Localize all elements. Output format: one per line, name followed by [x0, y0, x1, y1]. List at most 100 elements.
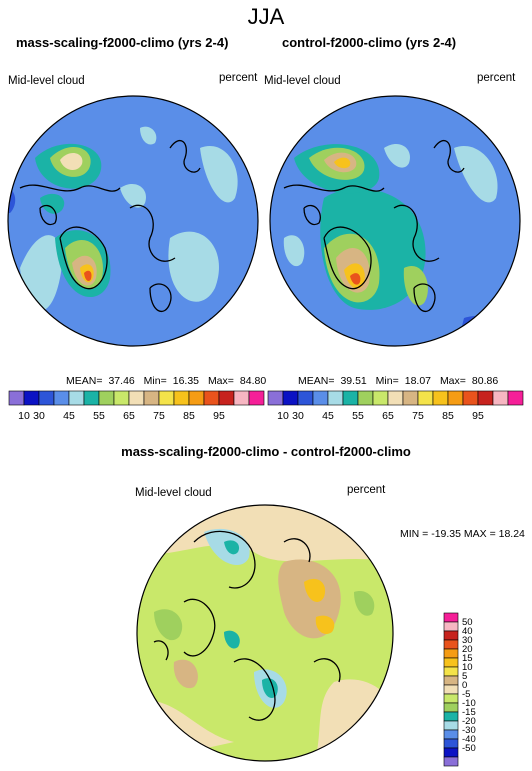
panel1-colorbar-swatch — [83, 390, 100, 406]
panel2-colorbar-swatch — [327, 390, 344, 406]
panel1-colorbar-swatch — [233, 390, 250, 406]
panel2-colorbar-swatch — [432, 390, 449, 406]
panel1-variable: Mid-level cloud — [8, 75, 85, 87]
panel1-units: percent — [219, 72, 258, 84]
panel1-colorbar-tick-label: 55 — [93, 410, 105, 422]
panel1-stats: MEAN= 37.46 Min= 16.35 Max= 84.80 — [66, 375, 272, 387]
panel2-colorbar-swatch — [417, 390, 434, 406]
panel2-colorbar-tick-label: 65 — [382, 410, 394, 422]
panel2-colorbar-swatch — [267, 390, 284, 406]
panel2-colorbar-tick-label: 10 — [277, 410, 289, 422]
diff-colorbar-tick-label: 40 — [462, 626, 473, 637]
panel2-colorbar-swatch — [492, 390, 509, 406]
panel2-mean: 39.51 — [340, 375, 367, 387]
diff-colorbar-tick-label: 10 — [462, 662, 473, 673]
panel2-colorbar-tick-label: 85 — [442, 410, 454, 422]
panel1-colorbar-swatch — [203, 390, 220, 406]
diff-colorbar-swatch — [443, 657, 459, 668]
panel1-colorbar-swatch — [38, 390, 55, 406]
panel2-title: control-f2000-climo (yrs 2-4) — [282, 35, 457, 50]
panel2-min: 18.07 — [404, 375, 432, 387]
diff-colorbar-tick-label: -20 — [462, 716, 476, 727]
panel2-colorbar-swatch — [507, 390, 524, 406]
panel2-variable: Mid-level cloud — [264, 75, 341, 87]
panel2-colorbar-tick-label: 95 — [472, 410, 484, 422]
panel2-colorbar-swatch — [402, 390, 419, 406]
panel1-title: mass-scaling-f2000-climo (yrs 2-4) — [16, 35, 229, 50]
diff-colorbar-swatch — [443, 648, 459, 659]
panel2-colorbar-swatch — [312, 390, 329, 406]
diff-colorbar-swatch — [443, 693, 459, 704]
diff-units: percent — [347, 484, 386, 496]
diff-colorbar-swatch — [443, 612, 459, 623]
diff-colorbar-tick-label: 20 — [462, 644, 473, 655]
diff-colorbar-tick-label: -10 — [462, 698, 476, 709]
panel2-colorbar-tick-label: 55 — [352, 410, 364, 422]
panel1-colorbar-tick-label: 95 — [213, 410, 225, 422]
diff-colorbar-tick-label: -50 — [462, 743, 476, 754]
panel1-colorbar: 10 30 45 55 65 75 85 95 — [8, 390, 265, 422]
diff-colorbar-tick-label: 0 — [462, 680, 467, 691]
panel2-units: percent — [477, 72, 516, 84]
panel1-colorbar-swatch — [218, 390, 235, 406]
panel2-colorbar-tick-label: 30 — [292, 410, 304, 422]
panel1-colorbar-swatch — [158, 390, 175, 406]
panel2-stats: MEAN= 39.51 Min= 18.07 Max= 80.86 — [298, 375, 504, 387]
panel2-colorbar-tick-label: 75 — [412, 410, 424, 422]
panel1-colorbar-swatch — [143, 390, 160, 406]
panel2-colorbar-swatch — [372, 390, 389, 406]
panel2-colorbar-swatch — [447, 390, 464, 406]
diff-colorbar-tick-label: 50 — [462, 617, 473, 628]
top-colorbars: 10 30 45 55 65 75 85 95 10 30 45 55 65 75 85 95 — [8, 390, 524, 422]
diff-map — [136, 504, 394, 762]
panel2-colorbar-swatch — [342, 390, 359, 406]
panel1-max: 84.80 — [239, 375, 267, 387]
diff-colorbar-swatch — [443, 711, 459, 722]
panel1-colorbar-tick-label: 65 — [123, 410, 135, 422]
panel1-mean: 37.46 — [108, 375, 135, 387]
panel1-colorbar-swatch — [248, 390, 265, 406]
diff-colorbar-tick-label: -40 — [462, 734, 476, 745]
panel1-colorbar-swatch — [23, 390, 40, 406]
diff-colorbar-swatch — [443, 702, 459, 713]
panel2-mean-label: MEAN= — [298, 375, 335, 387]
panel2-colorbar-swatch — [282, 390, 299, 406]
panel2-colorbar-swatch — [387, 390, 404, 406]
panel2-colorbar-swatch — [357, 390, 374, 406]
diff-colorbar-swatch — [443, 729, 459, 740]
diff-colorbar-swatch — [443, 738, 459, 749]
panel1-colorbar-swatch — [98, 390, 115, 406]
diff-colorbar-swatch — [443, 684, 459, 695]
panel1-min-label: Min= — [143, 375, 167, 387]
panel2-max: 80.86 — [471, 375, 499, 387]
diff-colorbar-tick-label: -30 — [462, 725, 476, 736]
panel1-colorbar-swatch — [53, 390, 70, 406]
diff-colorbar-swatch — [443, 639, 459, 650]
panel2-colorbar-swatch — [297, 390, 314, 406]
panel1-colorbar-tick-label: 30 — [33, 410, 45, 422]
panel1-max-label: Max= — [207, 375, 234, 387]
diff-colorbar-swatch — [443, 621, 459, 632]
panel1-colorbar-tick-label: 85 — [183, 410, 195, 422]
panel1-colorbar-swatch — [128, 390, 145, 406]
diff-colorbar-tick-label: 30 — [462, 635, 473, 646]
panel1-map — [7, 95, 259, 347]
panel2-map — [269, 95, 521, 347]
panel1-colorbar-swatch — [173, 390, 190, 406]
diff-colorbar-swatch — [443, 675, 459, 686]
panel2-colorbar-swatch — [462, 390, 479, 406]
panel2-colorbar-tick-label: 45 — [322, 410, 334, 422]
page-title: JJA — [247, 4, 285, 29]
diff-minmax: MIN = -19.35 MAX = 18.24 — [400, 528, 525, 540]
panel1-colorbar-tick-label: 45 — [63, 410, 75, 422]
diff-colorbar-swatch — [443, 720, 459, 731]
panel1-colorbar-swatch — [8, 390, 25, 406]
panel1-colorbar-swatch — [68, 390, 85, 406]
diff-colorbar-swatch — [443, 630, 459, 641]
panel2-colorbar-swatch — [477, 390, 494, 406]
panel1-min: 16.35 — [172, 375, 200, 387]
panel2-colorbar: 10 30 45 55 65 75 85 95 — [267, 390, 524, 422]
diff-colorbar-tick-label: 5 — [462, 671, 467, 682]
diff-colorbar-tick-label: 15 — [462, 653, 473, 664]
